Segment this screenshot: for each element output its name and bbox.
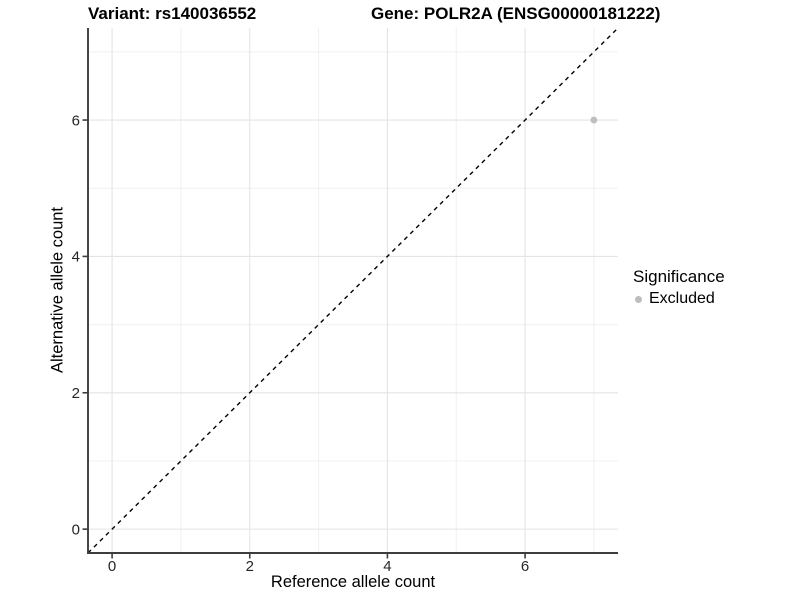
- y-axis-label: Alternative allele count: [48, 206, 67, 374]
- plot-title-gene: Gene: POLR2A (ENSG00000181222): [371, 4, 661, 23]
- plot-title-variant: Variant: rs140036552: [88, 4, 257, 23]
- x-tick-label: 2: [246, 558, 254, 575]
- y-tick-label: 4: [72, 249, 80, 266]
- x-axis-label: Reference allele count: [270, 573, 436, 591]
- legend-point-icon: [635, 295, 642, 303]
- legend: Significance Excluded: [633, 267, 725, 308]
- legend-entry-label: Excluded: [649, 290, 715, 307]
- y-tick-label: 6: [72, 112, 80, 129]
- data-point: [590, 116, 598, 124]
- legend-entry-excluded: Excluded: [635, 290, 725, 308]
- x-tick-label: 6: [521, 558, 529, 575]
- identity-line: [87, 27, 619, 554]
- y-tick-label: 0: [72, 521, 80, 538]
- x-tick-label: 0: [108, 558, 116, 575]
- y-tick-label: 2: [72, 385, 80, 402]
- legend-title: Significance: [633, 267, 725, 286]
- x-tick-label: 4: [383, 558, 391, 575]
